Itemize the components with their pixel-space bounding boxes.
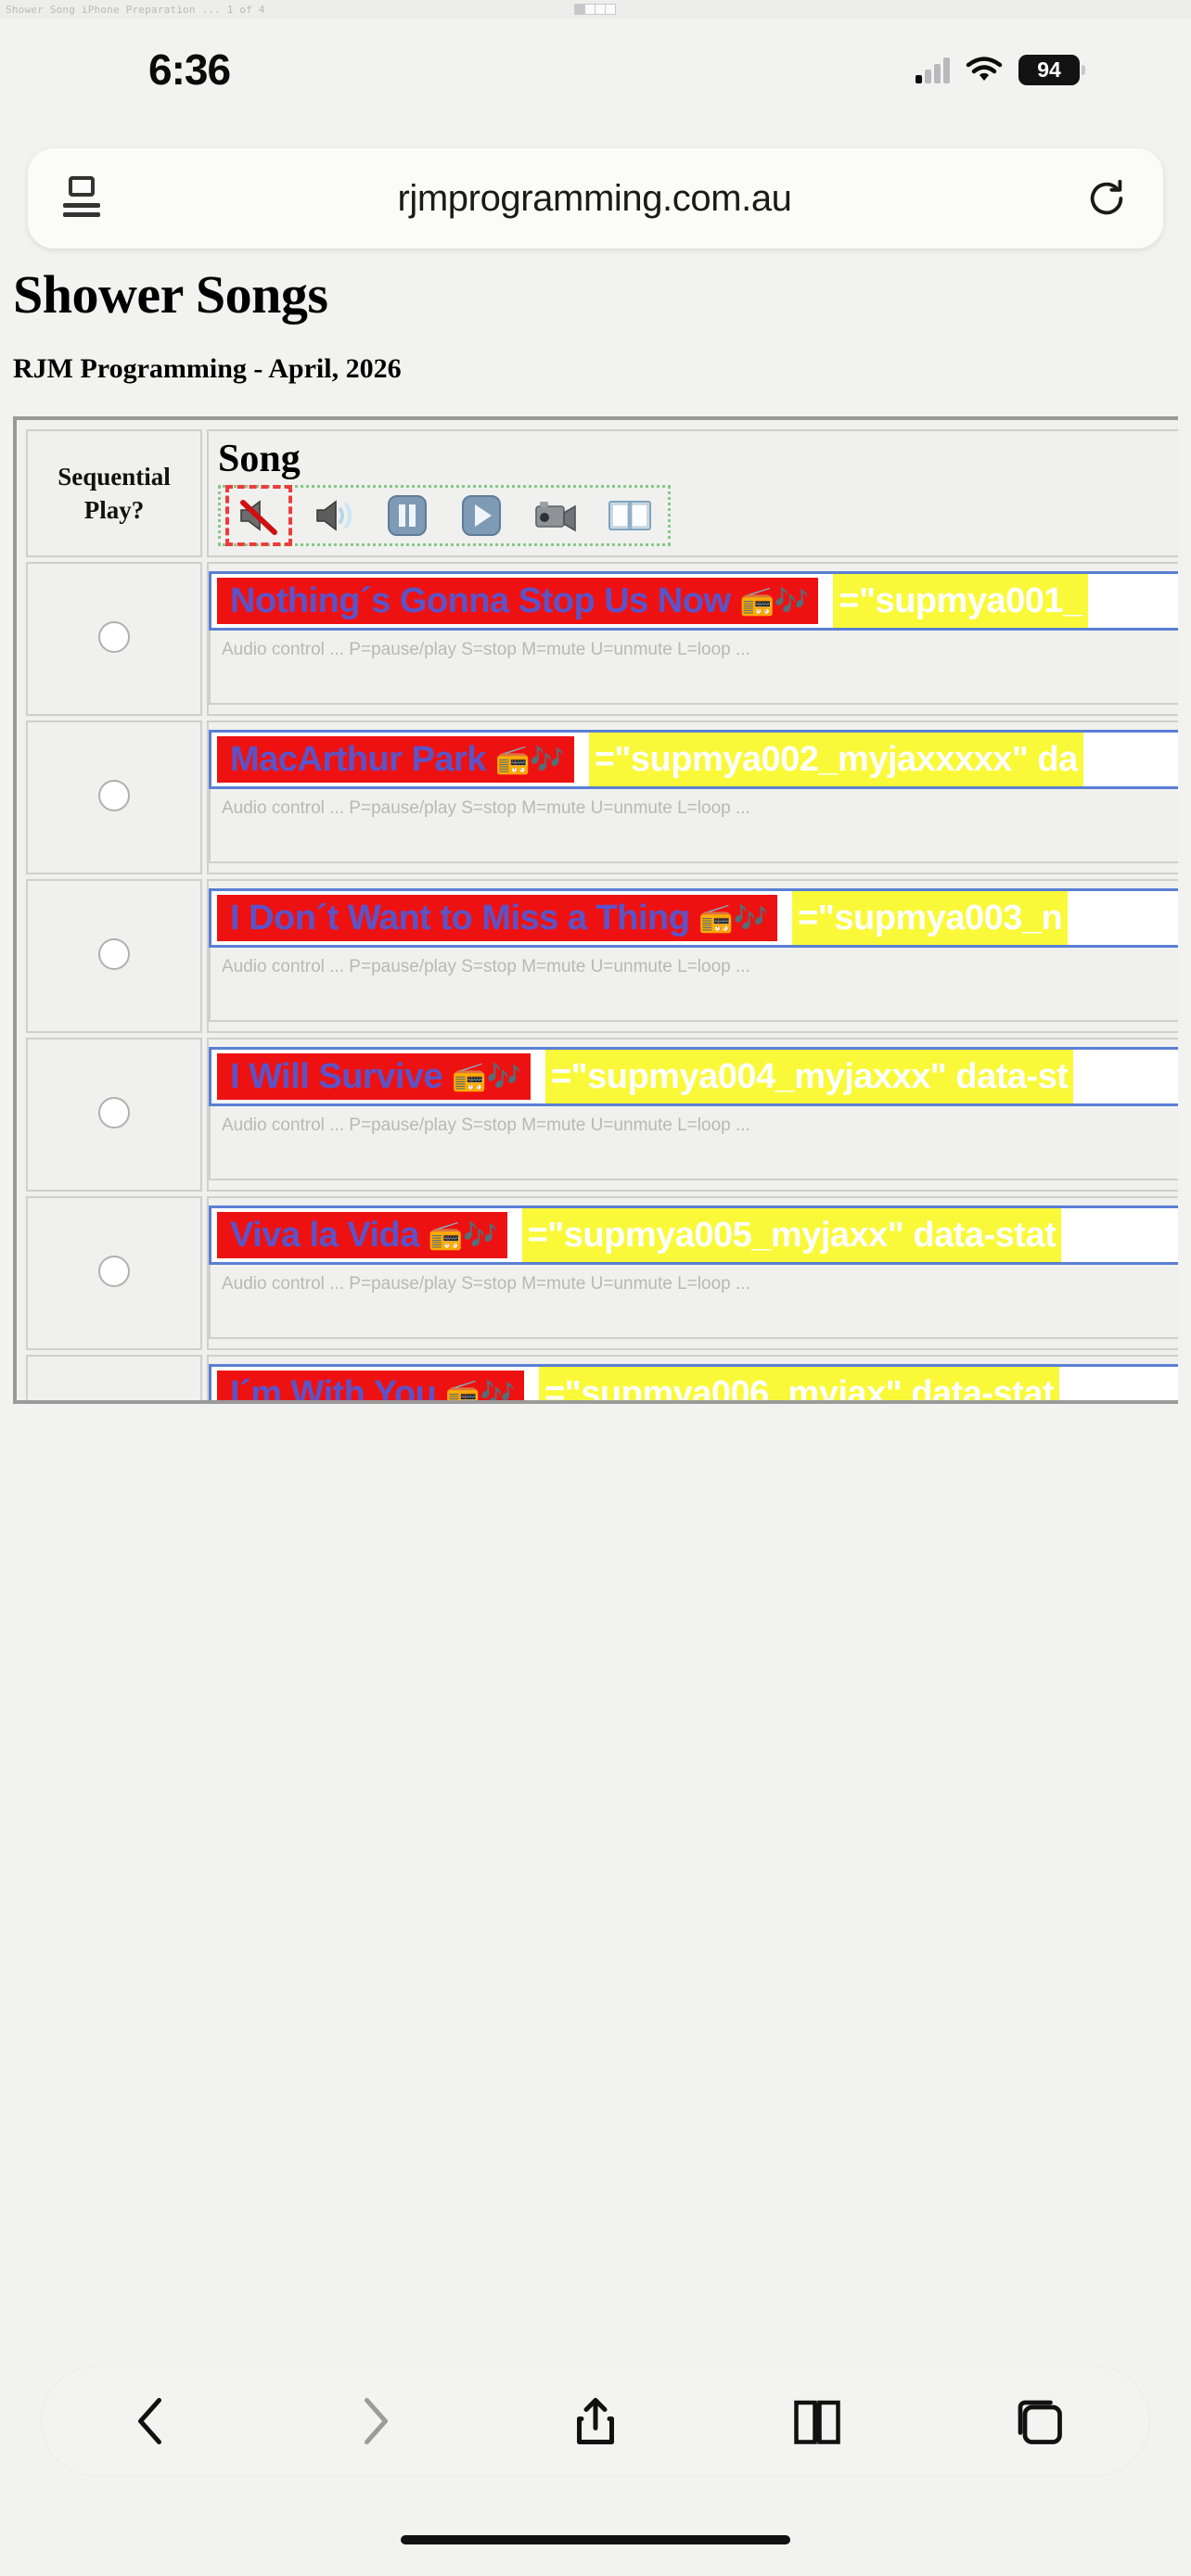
row-sequential-cell[interactable] [26,562,202,716]
play-icon[interactable] [456,493,506,538]
row-song-cell[interactable]: I Don´t Want to Miss a Thing 📻🎶 ="supmya… [207,879,1178,1033]
page-subtitle: RJM Programming - April, 2026 [13,353,402,384]
recording-taskbar: Shower Song iPhone Preparation ... 1 of … [0,0,1191,19]
table-header-row: Sequential Play? Song [26,429,1178,557]
song-line[interactable]: I´m With You 📻🎶 ="supmya006_myjax" data-… [209,1364,1178,1404]
song-code: ="supmya001_ [833,574,1088,628]
sequential-play-radio[interactable] [98,779,130,811]
browser-bottom-toolbar [42,2366,1149,2476]
table-row: I Don´t Want to Miss a Thing 📻🎶 ="supmya… [26,879,1178,1033]
song-title[interactable]: MacArthur Park 📻🎶 [217,736,574,783]
song-code: ="supmya003_n [792,891,1069,945]
battery-percent: 94 [1037,57,1061,82]
home-indicator [401,2535,790,2544]
header-sequential-play-line1: Sequential [58,462,171,491]
song-code: ="supmya004_myjaxxx" data-st [544,1050,1074,1103]
page-settings-icon[interactable] [63,176,104,221]
song-title-text: MacArthur Park [230,739,486,779]
song-line[interactable]: MacArthur Park 📻🎶 ="supmya002_myjaxxxxx"… [209,730,1178,789]
song-code: ="supmya002_myjaxxxxx" da [588,733,1083,786]
speaker-icon[interactable] [308,493,358,538]
page-title: Shower Songs [13,264,328,325]
forward-icon[interactable] [346,2392,402,2450]
radio-music-emoji: 📻🎶 [428,1219,498,1251]
page-content: Shower Songs RJM Programming - April, 20… [0,263,1191,1404]
audio-help-text: Audio control ... P=pause/play S=stop M=… [209,789,1178,863]
header-song-label: Song [218,438,301,480]
share-icon[interactable] [568,2392,623,2450]
radio-music-emoji: 📻🎶 [452,1061,521,1092]
songs-table-container[interactable]: Sequential Play? Song [13,416,1178,1404]
table-row: Nothing´s Gonna Stop Us Now 📻🎶 ="supmya0… [26,562,1178,716]
row-sequential-cell[interactable] [26,721,202,874]
recording-progress [574,4,616,15]
recording-title: Shower Song iPhone Preparation ... 1 of … [6,3,265,16]
back-icon[interactable] [124,2392,180,2450]
sequential-play-radio[interactable] [98,937,130,970]
table-row: I´m With You 📻🎶 ="supmya006_myjax" data-… [26,1355,1178,1404]
song-code: ="supmya006_myjax" data-stat [539,1367,1060,1400]
row-song-cell[interactable]: I Will Survive 📻🎶 ="supmya004_myjaxxx" d… [207,1038,1178,1192]
row-sequential-cell[interactable] [26,879,202,1033]
status-time: 6:36 [148,45,231,94]
video-camera-icon[interactable] [531,493,581,538]
songs-table: Sequential Play? Song [21,425,1178,1404]
radio-music-emoji: 📻🎶 [698,902,769,934]
browser-url-bar[interactable]: rjmprogramming.com.au [28,148,1163,249]
song-title[interactable]: I Will Survive 📻🎶 [217,1053,531,1100]
pause-icon[interactable] [382,493,432,538]
row-song-cell[interactable]: I´m With You 📻🎶 ="supmya006_myjax" data-… [207,1355,1178,1404]
mute-speaker-icon[interactable] [225,485,292,546]
row-sequential-cell[interactable] [26,1038,202,1192]
song-title-text: I Don´t Want to Miss a Thing [230,898,690,937]
song-title[interactable]: Nothing´s Gonna Stop Us Now 📻🎶 [217,578,819,624]
progress-segment [605,4,616,15]
row-sequential-cell[interactable] [26,1355,202,1400]
row-song-cell[interactable]: Viva la Vida 📻🎶 ="supmya005_myjaxx" data… [207,1196,1178,1350]
tabs-icon[interactable] [1011,2392,1067,2450]
song-title-text: I Will Survive [230,1056,443,1096]
audio-help-text: Audio control ... P=pause/play S=stop M=… [209,1265,1178,1339]
song-title-text: I´m With You [230,1373,437,1404]
table-row: Viva la Vida 📻🎶 ="supmya005_myjaxx" data… [26,1196,1178,1350]
song-title[interactable]: I Don´t Want to Miss a Thing 📻🎶 [217,895,778,941]
audio-help-text: Audio control ... P=pause/play S=stop M=… [209,1106,1178,1180]
ios-status-bar: 6:36 94 [0,19,1191,121]
radio-music-emoji: 📻🎶 [494,744,565,775]
header-sequential-play: Sequential Play? [26,429,202,557]
sequential-play-radio[interactable] [98,620,130,653]
audio-help-text: Audio control ... P=pause/play S=stop M=… [209,631,1178,705]
song-line[interactable]: Viva la Vida 📻🎶 ="supmya005_myjaxx" data… [209,1205,1178,1265]
songs-table-body: Nothing´s Gonna Stop Us Now 📻🎶 ="supmya0… [26,562,1178,1404]
table-row: MacArthur Park 📻🎶 ="supmya002_myjaxxxxx"… [26,721,1178,874]
wifi-icon [966,57,1003,81]
song-line[interactable]: Nothing´s Gonna Stop Us Now 📻🎶 ="supmya0… [209,571,1178,631]
url-text[interactable]: rjmprogramming.com.au [397,177,792,219]
song-line[interactable]: I Will Survive 📻🎶 ="supmya004_myjaxxx" d… [209,1047,1178,1106]
song-title-text: Viva la Vida [230,1215,419,1255]
row-song-cell[interactable]: Nothing´s Gonna Stop Us Now 📻🎶 ="supmya0… [207,562,1178,716]
battery-indicator: 94 [1018,54,1085,85]
header-song: Song [207,429,1178,557]
song-title[interactable]: I´m With You 📻🎶 [217,1371,525,1404]
song-code: ="supmya005_myjaxx" data-stat [521,1208,1062,1262]
cellular-signal-icon [916,56,950,83]
status-indicators: 94 [916,54,1085,85]
audio-help-text: Audio control ... P=pause/play S=stop M=… [209,948,1178,1022]
media-icon-toolbar[interactable] [218,485,671,546]
row-sequential-cell[interactable] [26,1196,202,1350]
song-line[interactable]: I Don´t Want to Miss a Thing 📻🎶 ="supmya… [209,888,1178,948]
open-book-icon[interactable] [605,493,655,538]
row-song-cell[interactable]: MacArthur Park 📻🎶 ="supmya002_myjaxxxxx"… [207,721,1178,874]
sequential-play-radio[interactable] [98,1096,130,1129]
radio-music-emoji: 📻🎶 [445,1378,516,1404]
radio-music-emoji: 📻🎶 [739,585,810,617]
song-title[interactable]: Viva la Vida 📻🎶 [217,1212,507,1258]
header-sequential-play-line2: Play? [83,496,145,524]
sequential-play-radio[interactable] [98,1255,130,1287]
song-title-text: Nothing´s Gonna Stop Us Now [230,580,731,620]
bookmarks-icon[interactable] [789,2392,845,2450]
reload-icon[interactable] [1085,175,1128,222]
table-row: I Will Survive 📻🎶 ="supmya004_myjaxxx" d… [26,1038,1178,1192]
